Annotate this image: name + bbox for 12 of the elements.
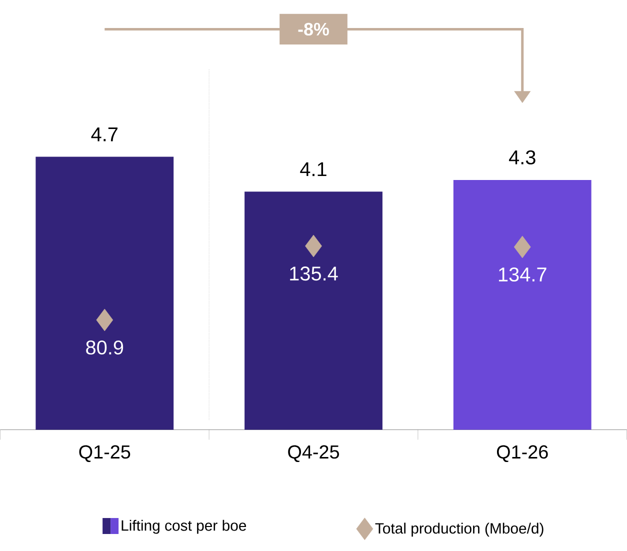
data-label: 4.1: [300, 162, 326, 176]
data-label: 4.7: [91, 128, 118, 142]
data-label: 135.4: [290, 266, 338, 281]
text: -8%: [298, 23, 329, 36]
data-label: 134.7: [498, 268, 546, 282]
legend-label: Total production (Mboe/d): [375, 522, 544, 537]
x-tick-label: Q1-25: [79, 445, 130, 462]
x-tick-label: Q4-25: [288, 445, 339, 462]
legend-label: Lifting cost per boe: [122, 520, 246, 534]
x-tick-label: Q1-26: [496, 445, 548, 462]
data-label: 4.3: [508, 150, 536, 165]
data-label: 80.9: [86, 340, 124, 355]
